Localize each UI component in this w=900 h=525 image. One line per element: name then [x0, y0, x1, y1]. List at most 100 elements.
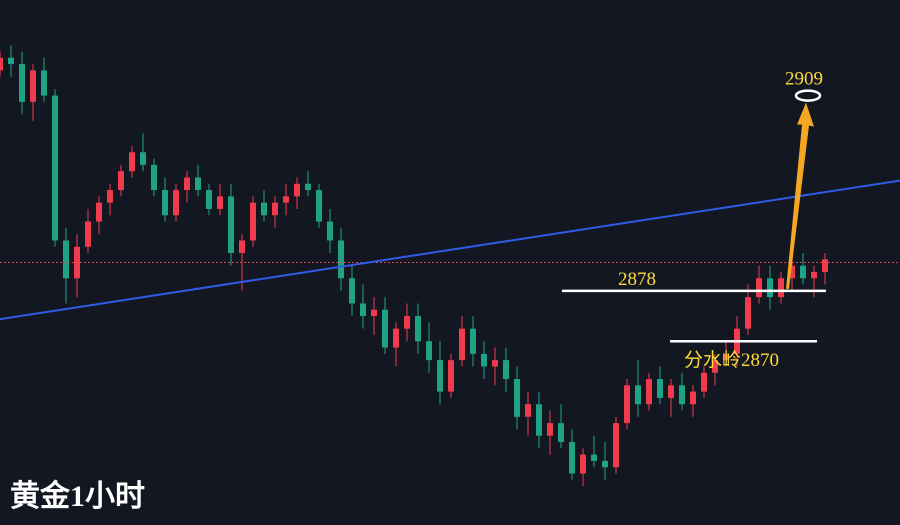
- candle-body: [679, 385, 685, 405]
- candle: [63, 227, 69, 304]
- target-arrow: [786, 102, 814, 289]
- candle-body: [162, 190, 168, 216]
- candle-body: [822, 259, 828, 272]
- candle: [800, 253, 806, 285]
- candle-body: [745, 297, 751, 329]
- candle: [547, 410, 553, 455]
- candle: [635, 360, 641, 417]
- candle-body: [250, 202, 256, 241]
- candle-body: [206, 190, 212, 209]
- candle: [536, 391, 542, 449]
- candle-body: [327, 221, 333, 241]
- candle-body: [151, 164, 157, 191]
- candle: [778, 271, 784, 304]
- candles-layer: [0, 45, 828, 487]
- candle-body: [525, 404, 531, 417]
- candle-body: [118, 171, 124, 191]
- candle: [382, 297, 388, 354]
- candle-body: [294, 183, 300, 197]
- candle: [613, 416, 619, 474]
- chart-title: 黄金1小时: [10, 479, 145, 513]
- candle-body: [360, 303, 366, 317]
- candle: [195, 164, 201, 197]
- candle-body: [305, 183, 311, 191]
- candle-body: [800, 265, 806, 279]
- candle-body: [228, 196, 234, 254]
- candle: [162, 177, 168, 222]
- candle-body: [723, 353, 729, 361]
- candle-body: [602, 460, 608, 468]
- candle: [459, 316, 465, 367]
- candle: [767, 265, 773, 310]
- target-label: 2909: [785, 69, 823, 90]
- candle: [657, 366, 663, 405]
- candle-body: [19, 64, 25, 102]
- candle-body: [580, 454, 586, 474]
- candle: [437, 341, 443, 405]
- candle-body: [778, 278, 784, 298]
- candle: [525, 391, 531, 436]
- candle: [140, 133, 146, 172]
- candle-body: [514, 379, 520, 417]
- candle: [96, 196, 102, 235]
- candle: [404, 303, 410, 342]
- candle: [118, 164, 124, 197]
- candle: [184, 171, 190, 203]
- candle: [646, 372, 652, 411]
- candle-body: [503, 360, 509, 380]
- candle-body: [426, 341, 432, 361]
- pivot-label: 分水岭2870: [684, 349, 779, 371]
- candle: [514, 366, 520, 430]
- candle-body: [41, 70, 47, 96]
- candle-body: [668, 385, 674, 398]
- candle-body: [492, 360, 498, 367]
- candle-body: [448, 360, 454, 392]
- candle-body: [30, 70, 36, 102]
- candle: [30, 64, 36, 121]
- candle: [360, 284, 366, 329]
- candle: [0, 51, 3, 77]
- candle: [668, 379, 674, 417]
- candle: [745, 284, 751, 335]
- candle: [602, 442, 608, 480]
- candle-body: [338, 240, 344, 279]
- candle: [448, 353, 454, 398]
- candle-body: [8, 57, 14, 65]
- candle-body: [646, 379, 652, 405]
- candle-body: [756, 278, 762, 298]
- candle-body: [635, 385, 641, 405]
- candle-body: [690, 391, 696, 405]
- candle: [129, 145, 135, 178]
- candle: [294, 177, 300, 209]
- candle-body: [404, 316, 410, 329]
- candle: [580, 448, 586, 487]
- candle-body: [558, 423, 564, 443]
- candle-body: [283, 196, 289, 203]
- candle: [85, 208, 91, 254]
- candle: [690, 385, 696, 417]
- candle-body: [811, 271, 817, 279]
- candle: [250, 196, 256, 247]
- candle: [811, 265, 817, 298]
- candle-body: [701, 372, 707, 392]
- candle-body: [52, 95, 58, 241]
- candle: [679, 372, 685, 411]
- candle-body: [547, 423, 553, 436]
- candle-body: [767, 278, 773, 298]
- candle-body: [184, 177, 190, 191]
- candle: [371, 297, 377, 335]
- candle: [712, 353, 718, 386]
- candle-body: [195, 177, 201, 191]
- candle-body: [261, 202, 267, 216]
- candle: [217, 183, 223, 216]
- candle-body: [107, 190, 113, 203]
- candle: [558, 404, 564, 449]
- candle: [107, 183, 113, 216]
- candle-body: [591, 454, 597, 461]
- candle-body: [789, 265, 795, 279]
- candle: [415, 303, 421, 354]
- candle: [327, 208, 333, 254]
- candle-body: [217, 196, 223, 209]
- candle: [822, 253, 828, 285]
- candle: [283, 183, 289, 216]
